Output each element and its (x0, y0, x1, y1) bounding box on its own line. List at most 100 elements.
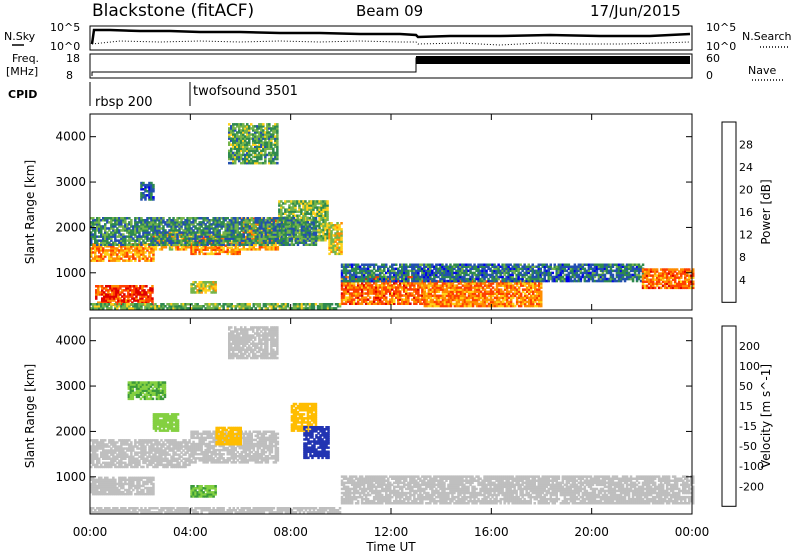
power-cell (184, 225, 187, 228)
power-cell (144, 255, 147, 258)
power-cell (409, 284, 412, 287)
power-cell (120, 247, 123, 250)
power-cell (270, 235, 274, 238)
power-cell (300, 239, 304, 242)
power-cell (256, 217, 260, 220)
power-cell (350, 286, 354, 289)
power-cell (282, 206, 285, 209)
power-cell (393, 282, 396, 285)
power-cell (302, 233, 306, 236)
power-cell (204, 217, 207, 220)
power-cell (106, 245, 109, 248)
power-cell (447, 298, 451, 302)
power-cell (188, 237, 191, 240)
power-cell (92, 221, 95, 224)
power-cell (104, 217, 107, 220)
power-cell (350, 302, 354, 305)
power-cell (306, 223, 310, 226)
power-cell (252, 229, 255, 232)
power-cell (370, 302, 374, 305)
power-cell (186, 227, 189, 230)
power-cell (118, 217, 121, 220)
power-cell (154, 219, 157, 222)
power-cell (332, 244, 335, 247)
power-cell (497, 282, 501, 285)
power-cell (206, 248, 209, 251)
power-cell (108, 241, 111, 244)
power-cell (260, 241, 264, 245)
power-cell (352, 273, 356, 277)
power-cell (338, 228, 341, 231)
power-cell (320, 214, 323, 217)
power-cell (282, 212, 285, 215)
power-cell (174, 241, 177, 244)
power-cell (146, 239, 149, 242)
power-cell (517, 286, 521, 289)
power-cell (110, 259, 113, 262)
power-cell (194, 227, 197, 230)
power-cell (455, 298, 459, 302)
power-cell (379, 290, 382, 293)
power-cell (248, 237, 251, 240)
power-cell (308, 204, 311, 207)
power-cell (264, 223, 268, 226)
power-cell (421, 296, 424, 299)
power-cell (397, 284, 400, 287)
power-cell (334, 228, 337, 231)
power-cell (536, 284, 539, 287)
power-cell (497, 302, 501, 306)
power-cell (132, 237, 135, 240)
power-cell (158, 241, 162, 245)
power-cell (528, 304, 531, 308)
power-cell (94, 221, 97, 224)
power-cell (190, 285, 193, 288)
power-cell (194, 235, 197, 238)
power-cell (156, 227, 159, 230)
power-cell (108, 229, 111, 232)
power-cell (304, 237, 308, 240)
power-cell (354, 278, 358, 281)
power-cell (429, 284, 433, 287)
power-cell (126, 227, 129, 230)
count-tick-high-right: 10^5 (706, 21, 736, 34)
power-cell (112, 227, 115, 230)
power-cell (113, 297, 116, 300)
power-cell (224, 244, 227, 247)
power-cell (278, 219, 282, 222)
power-cell (509, 294, 513, 298)
power-cell (256, 223, 260, 227)
power-cell (108, 237, 111, 240)
power-cell (316, 202, 319, 205)
power-cell (184, 219, 187, 222)
power-cell (256, 221, 260, 224)
power-cell (96, 217, 99, 220)
power-cell (322, 226, 325, 230)
power-cell (264, 246, 268, 249)
power-cell (461, 284, 465, 287)
power-cell (212, 237, 215, 240)
power-cell (139, 299, 142, 302)
power-cell (300, 237, 304, 240)
power-cell (284, 237, 288, 240)
power-cell (258, 235, 262, 238)
power-cell (194, 291, 197, 294)
power-cell (200, 233, 203, 236)
power-cell (509, 290, 513, 293)
power-cell (362, 300, 366, 303)
power-cell (463, 288, 467, 291)
power-cell (304, 223, 308, 226)
power-cell (469, 294, 473, 298)
power-cell (346, 284, 350, 287)
power-cell (318, 224, 321, 228)
power-cell (94, 251, 97, 254)
power-cell (143, 301, 146, 304)
power-cell (439, 286, 443, 289)
power-cell (202, 283, 205, 286)
power-cell (489, 288, 493, 291)
power-cell (324, 232, 327, 236)
power-cell (158, 221, 161, 224)
power-cell (423, 292, 427, 295)
power-cell (423, 296, 427, 300)
power-cell (130, 231, 133, 234)
power-cell (308, 235, 312, 238)
